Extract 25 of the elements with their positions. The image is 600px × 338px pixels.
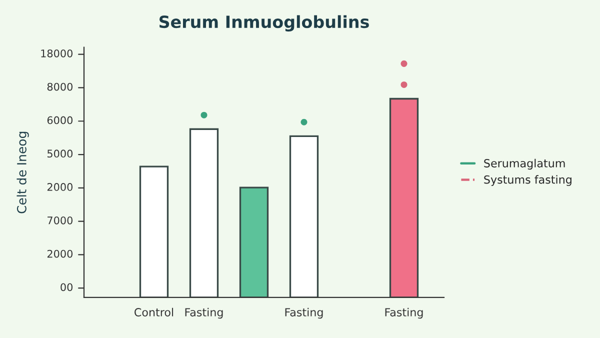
text: 00	[60, 283, 73, 292]
bar	[389, 98, 419, 298]
chart-title: Serum Inmuoglobulins	[159, 15, 369, 32]
x-tick-label: Control	[134, 308, 174, 316]
bar	[239, 186, 269, 298]
bar	[139, 166, 169, 298]
text: 6000	[47, 116, 73, 124]
text: Celt de Ineog	[16, 132, 29, 214]
text: 5000	[47, 150, 73, 158]
bar	[289, 135, 319, 298]
point	[400, 81, 408, 88]
point	[400, 60, 408, 67]
x-tick-label: Fasting	[285, 308, 323, 319]
x-tick-label: Fasting	[385, 308, 423, 319]
point	[300, 118, 308, 126]
text: 18000	[41, 49, 73, 58]
bar	[189, 128, 219, 298]
legend-label: Serumaglatum	[484, 158, 565, 170]
text: 8000	[47, 82, 73, 91]
x-tick-label: Fasting	[185, 308, 223, 319]
text: 2000	[47, 183, 73, 191]
legend-label: Systums fasting	[484, 175, 572, 186]
text: 2000	[47, 250, 73, 258]
point	[200, 112, 208, 118]
text: 7000	[48, 216, 73, 224]
